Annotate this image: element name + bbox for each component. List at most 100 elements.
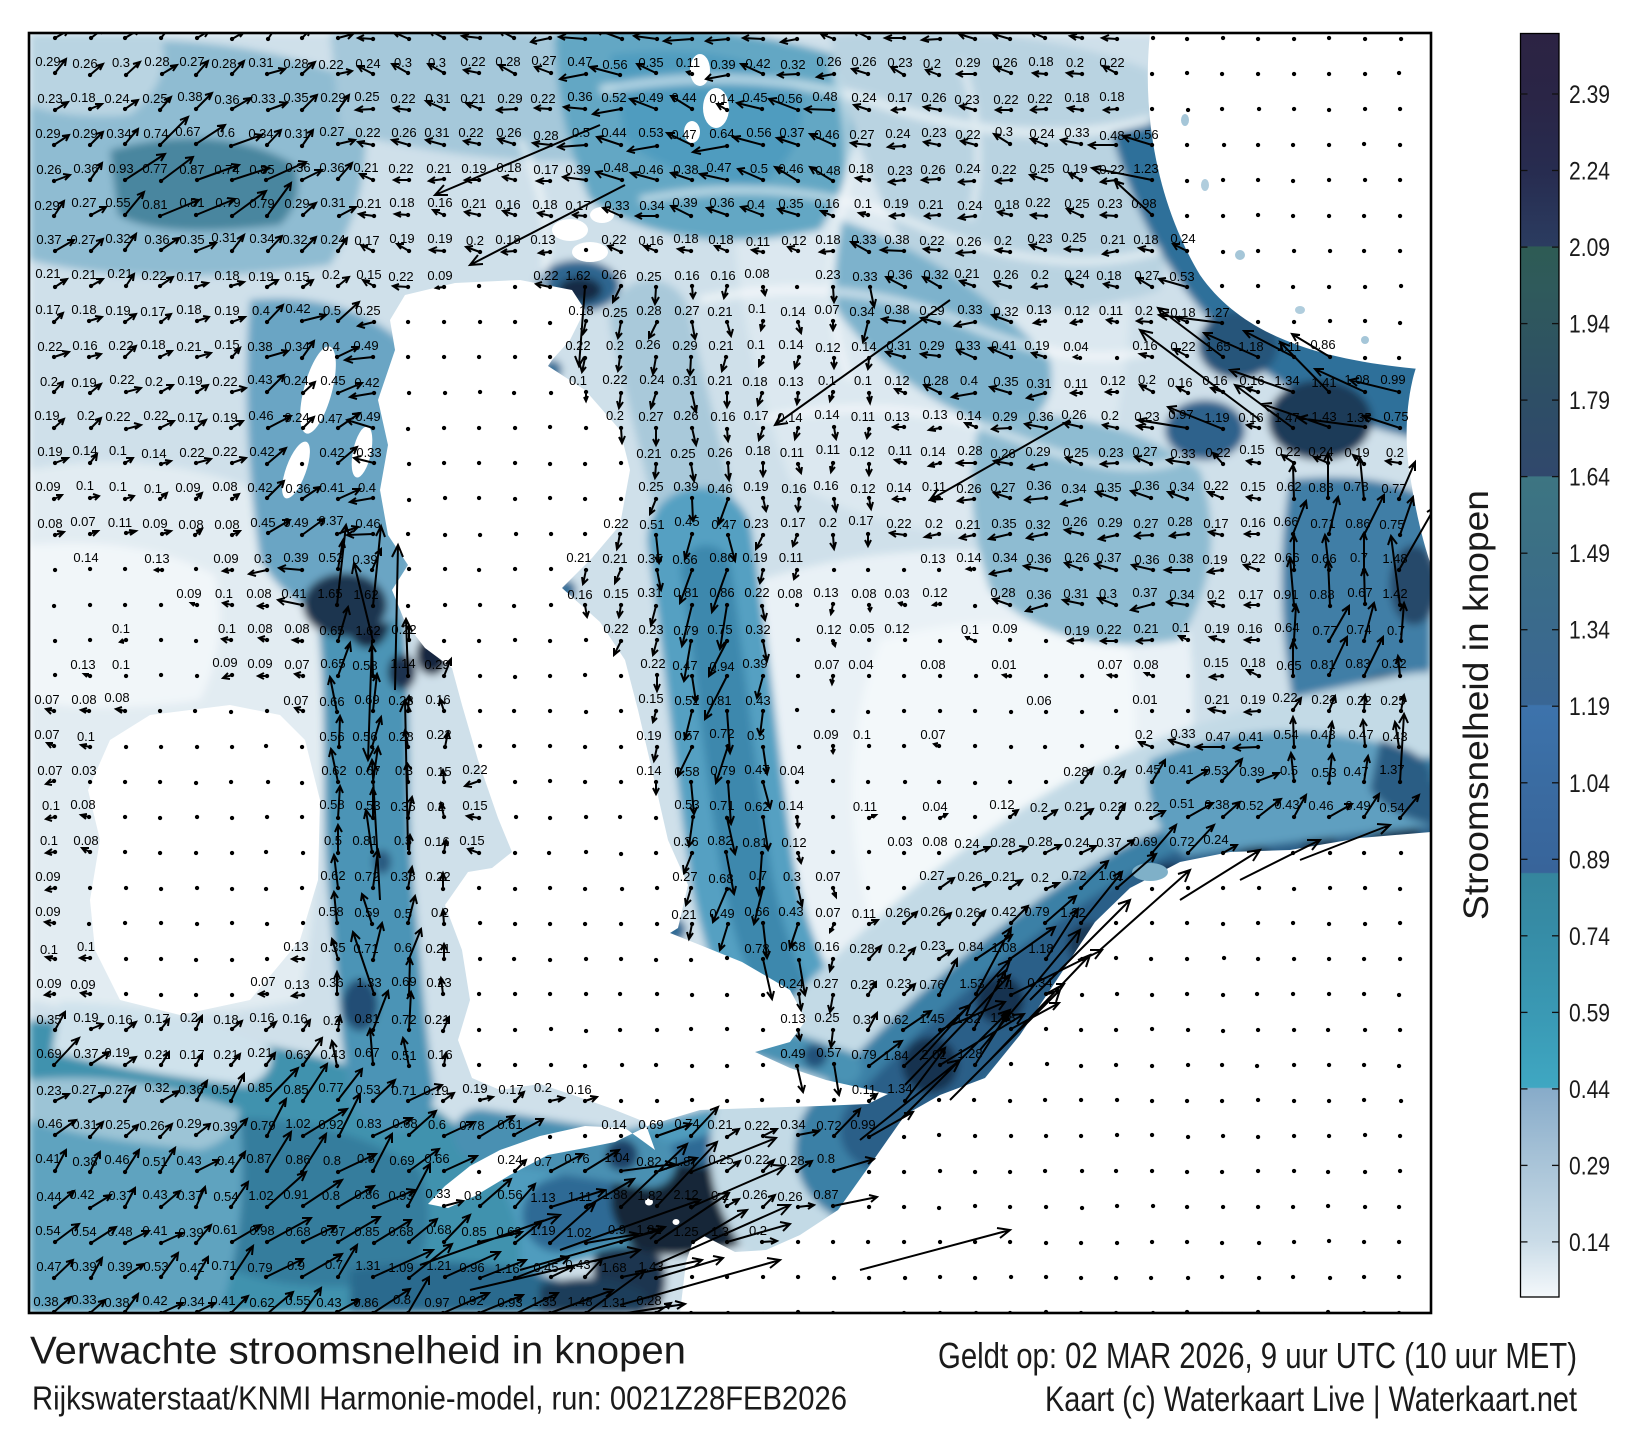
- svg-text:0.08: 0.08: [246, 586, 271, 601]
- svg-text:0.34: 0.34: [780, 1117, 805, 1132]
- svg-text:0.24: 0.24: [355, 56, 380, 71]
- svg-text:0.3: 0.3: [394, 833, 412, 848]
- svg-text:0.46: 0.46: [707, 481, 732, 496]
- svg-text:0.26: 0.26: [921, 90, 946, 105]
- svg-text:0.36: 0.36: [285, 481, 310, 496]
- svg-text:0.25: 0.25: [1380, 693, 1405, 708]
- svg-text:0.23: 0.23: [815, 267, 840, 282]
- svg-text:0.09: 0.09: [992, 621, 1017, 636]
- svg-text:0.26: 0.26: [956, 481, 981, 496]
- svg-text:0.22: 0.22: [460, 54, 485, 69]
- svg-text:0.44: 0.44: [1569, 1076, 1610, 1104]
- svg-text:0.47: 0.47: [317, 411, 342, 426]
- svg-text:0.14: 0.14: [778, 337, 803, 352]
- svg-text:0.69: 0.69: [389, 1153, 414, 1168]
- svg-text:0.27: 0.27: [1133, 516, 1158, 531]
- svg-text:0.2: 0.2: [925, 516, 943, 531]
- svg-text:0.35: 0.35: [179, 232, 204, 247]
- svg-text:0.08: 0.08: [920, 657, 945, 672]
- svg-text:0.33: 0.33: [852, 269, 877, 284]
- svg-text:0.04: 0.04: [1063, 339, 1088, 354]
- svg-text:0.03: 0.03: [884, 586, 909, 601]
- svg-text:0.21: 0.21: [144, 1047, 169, 1062]
- svg-text:0.23: 0.23: [954, 92, 979, 107]
- svg-text:0.23: 0.23: [1098, 445, 1123, 460]
- svg-text:0.37: 0.37: [73, 1046, 98, 1061]
- svg-text:0.25: 0.25: [670, 446, 695, 461]
- svg-text:0.35: 0.35: [320, 940, 345, 955]
- svg-text:0.49: 0.49: [283, 515, 308, 530]
- svg-text:0.08: 0.08: [70, 797, 95, 812]
- svg-text:0.59: 0.59: [1569, 999, 1610, 1027]
- svg-text:0.2: 0.2: [923, 56, 941, 71]
- svg-text:0.86: 0.86: [1310, 337, 1335, 352]
- svg-text:0.07: 0.07: [283, 693, 308, 708]
- svg-text:0.18: 0.18: [1133, 232, 1158, 247]
- svg-text:0.53: 0.53: [638, 125, 663, 140]
- svg-text:2.1: 2.1: [996, 977, 1014, 992]
- svg-text:2.12: 2.12: [673, 1187, 698, 1202]
- svg-text:0.12: 0.12: [815, 340, 840, 355]
- svg-text:0.97: 0.97: [320, 1224, 345, 1239]
- svg-text:0.24: 0.24: [957, 198, 982, 213]
- svg-text:0.08: 0.08: [851, 586, 876, 601]
- svg-text:0.5: 0.5: [1280, 763, 1298, 778]
- svg-text:0.17: 0.17: [498, 1082, 523, 1097]
- svg-text:0.48: 0.48: [603, 160, 628, 175]
- svg-text:0.04: 0.04: [922, 799, 947, 814]
- svg-text:0.49: 0.49: [709, 906, 734, 921]
- svg-text:0.27: 0.27: [179, 54, 204, 69]
- svg-text:0.74: 0.74: [143, 126, 168, 141]
- svg-text:0.18: 0.18: [495, 232, 520, 247]
- svg-text:0.32: 0.32: [144, 1080, 169, 1095]
- svg-text:0.37: 0.37: [779, 125, 804, 140]
- svg-text:0.21: 0.21: [708, 338, 733, 353]
- svg-text:0.2: 0.2: [1101, 408, 1119, 423]
- svg-text:0.47: 0.47: [706, 160, 731, 175]
- svg-text:0.21: 0.21: [1133, 621, 1158, 636]
- svg-text:0.49: 0.49: [780, 1046, 805, 1061]
- svg-text:0.23: 0.23: [1027, 231, 1052, 246]
- svg-text:0.43: 0.43: [320, 1047, 345, 1062]
- svg-text:0.08: 0.08: [37, 516, 62, 531]
- svg-text:1.18: 1.18: [1028, 941, 1053, 956]
- svg-text:1.02: 1.02: [566, 1225, 591, 1240]
- svg-text:0.2: 0.2: [1135, 727, 1153, 742]
- svg-text:0.39: 0.39: [283, 550, 308, 565]
- svg-text:0.17: 0.17: [533, 162, 558, 177]
- svg-text:0.24: 0.24: [885, 126, 910, 141]
- svg-text:0.17: 0.17: [177, 410, 202, 425]
- svg-text:0.26: 0.26: [673, 408, 698, 423]
- svg-text:1.23: 1.23: [1133, 161, 1158, 176]
- svg-text:0.86: 0.86: [285, 1152, 310, 1167]
- svg-text:0.16: 0.16: [566, 1082, 591, 1097]
- svg-text:0.41: 0.41: [210, 1293, 235, 1308]
- svg-text:0.22: 0.22: [955, 127, 980, 142]
- svg-text:1.45: 1.45: [919, 1011, 944, 1026]
- svg-text:0.22: 0.22: [212, 374, 237, 389]
- svg-text:0.33: 0.33: [1170, 726, 1195, 741]
- svg-text:0.22: 0.22: [318, 57, 343, 72]
- svg-text:0.19: 0.19: [212, 410, 237, 425]
- svg-text:0.43: 0.43: [1382, 729, 1407, 744]
- svg-text:1.43: 1.43: [1311, 409, 1336, 424]
- svg-text:0.23: 0.23: [37, 91, 62, 106]
- svg-text:0.98: 0.98: [1131, 196, 1156, 211]
- svg-text:0.5: 0.5: [750, 161, 768, 176]
- svg-text:0.43: 0.43: [1310, 727, 1335, 742]
- svg-text:0.35: 0.35: [390, 869, 415, 884]
- svg-text:0.36: 0.36: [887, 267, 912, 282]
- svg-text:0.14: 0.14: [1569, 1229, 1610, 1257]
- svg-text:0.24: 0.24: [1170, 231, 1195, 246]
- svg-text:0.21: 0.21: [707, 304, 732, 319]
- svg-text:0.21: 0.21: [35, 266, 60, 281]
- svg-text:0.54: 0.54: [213, 1189, 238, 1204]
- svg-text:0.35: 0.35: [991, 516, 1016, 531]
- svg-text:0.53: 0.53: [674, 797, 699, 812]
- svg-text:0.16: 0.16: [1239, 373, 1264, 388]
- svg-text:0.81: 0.81: [1310, 657, 1335, 672]
- svg-text:0.12: 0.12: [816, 622, 841, 637]
- svg-text:0.15: 0.15: [638, 691, 663, 706]
- svg-text:0.22: 0.22: [212, 444, 237, 459]
- svg-text:0.46: 0.46: [248, 408, 273, 423]
